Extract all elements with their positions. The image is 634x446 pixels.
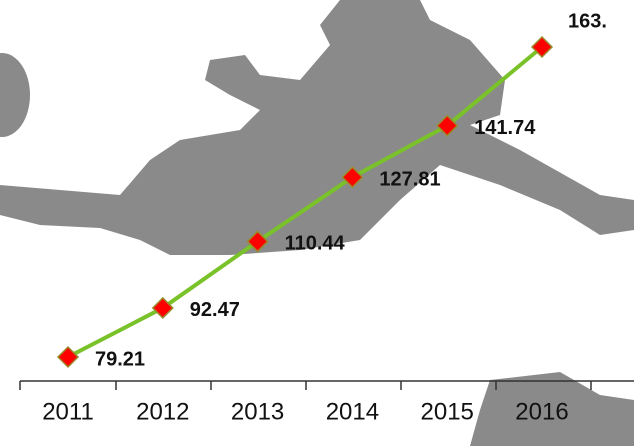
- x-tick-label: 2013: [231, 398, 284, 425]
- x-tick-label: 2011: [42, 398, 94, 425]
- data-label: 79.21: [95, 348, 145, 370]
- data-label: 141.74: [474, 117, 536, 139]
- data-label: 127.81: [379, 168, 440, 190]
- marker: [246, 230, 269, 253]
- x-axis: [19, 380, 634, 390]
- x-tick-label: 2015: [421, 398, 474, 425]
- data-line: [67, 45, 544, 359]
- data-label: 110.44: [285, 233, 346, 255]
- x-tick-label: 2012: [136, 398, 189, 425]
- marker: [436, 114, 459, 137]
- marker: [341, 166, 364, 189]
- data-label: 163.: [568, 10, 607, 32]
- marker: [530, 35, 554, 59]
- x-tick-label: 2016: [515, 398, 568, 425]
- marker: [56, 345, 80, 369]
- marker: [151, 296, 174, 320]
- x-tick-label: 2014: [326, 398, 379, 425]
- data-label: 92.47: [190, 299, 240, 321]
